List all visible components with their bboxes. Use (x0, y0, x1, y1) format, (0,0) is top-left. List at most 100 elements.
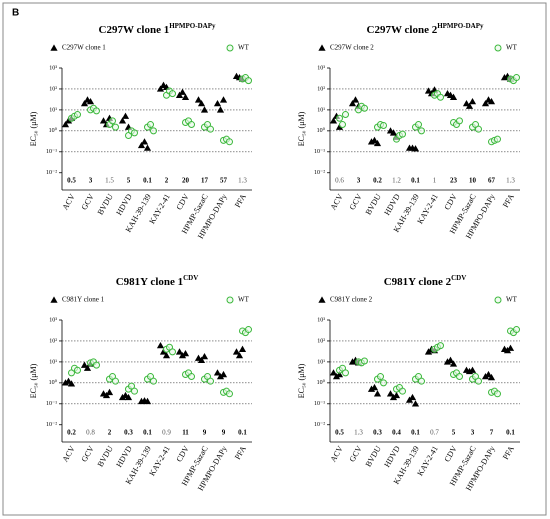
data-point (178, 351, 187, 359)
y-tick-label: 10⁻¹ (46, 149, 57, 155)
legend-label: C297W clone 2 (330, 44, 374, 52)
data-point (213, 99, 222, 107)
data-point (181, 93, 190, 100)
data-point (207, 377, 214, 385)
data-point (494, 135, 501, 143)
data-point (418, 377, 425, 385)
data-point (494, 390, 501, 398)
data-point (147, 121, 154, 129)
fold-label: 3 (89, 177, 93, 185)
fold-label: 0.2 (67, 429, 76, 437)
title-superscript: HPMPO-DAPy (437, 22, 484, 30)
data-point (143, 144, 152, 151)
data-point (386, 390, 395, 397)
data-point (194, 96, 203, 103)
data-point (342, 111, 349, 119)
data-point (377, 373, 384, 381)
fold-label: 0.1 (411, 177, 420, 185)
data-point (418, 127, 425, 135)
legend-marker (226, 296, 234, 304)
fold-label: 23 (450, 177, 458, 185)
y-tick-label: 10³ (49, 65, 57, 71)
data-point (188, 121, 195, 129)
fold-label: 1.5 (105, 177, 114, 185)
data-point (245, 326, 252, 334)
fold-label: 2 (165, 177, 169, 185)
y-axis-label: EC₅₀ (μM) (29, 363, 38, 398)
x-tick-label: PFA (501, 192, 516, 209)
data-point (137, 141, 146, 149)
fold-label: 3 (471, 429, 475, 437)
y-tick-label: 10² (317, 338, 325, 344)
data-point (118, 393, 127, 401)
data-point (150, 127, 157, 135)
data-point (216, 106, 225, 113)
chart-title: C297W clone 1HPMPO-DAPy (99, 22, 216, 36)
y-tick-label: 10⁰ (317, 127, 326, 134)
legend-label: WT (506, 44, 518, 52)
data-point (216, 372, 225, 380)
legend-marker (318, 296, 326, 303)
data-point (188, 373, 195, 381)
fold-label: 9 (222, 429, 226, 437)
data-point (361, 104, 368, 112)
data-point (226, 138, 233, 146)
data-point (411, 400, 420, 407)
data-point (332, 372, 341, 380)
x-tick-label: GCV (80, 192, 96, 211)
fold-label: 0.1 (238, 429, 247, 437)
fold-label: 1.3 (354, 429, 363, 437)
data-point (348, 358, 357, 365)
legend-label: WT (238, 44, 250, 52)
data-point (411, 145, 420, 152)
x-tick-label: HDVD (382, 192, 401, 217)
data-point (83, 364, 92, 371)
fold-label: 5 (127, 177, 131, 185)
fold-label: 0.7 (430, 429, 439, 437)
data-point (380, 121, 387, 129)
y-tick-label: 10³ (317, 65, 325, 71)
fold-label: 0.4 (392, 429, 401, 437)
data-point (219, 370, 228, 378)
data-point (370, 136, 379, 144)
data-point (232, 348, 241, 355)
y-tick-label: 10⁰ (317, 379, 326, 386)
fold-label: 0.9 (162, 429, 171, 437)
legend-marker (50, 44, 58, 51)
data-point (329, 117, 338, 124)
legend-label: WT (238, 296, 250, 304)
data-point (235, 351, 244, 359)
x-tick-label: BVDU (364, 192, 383, 216)
x-tick-label: CDV (443, 192, 459, 211)
data-point (197, 356, 206, 363)
data-point (446, 356, 455, 363)
fold-label: 5 (452, 429, 456, 437)
x-tick-label: PFA (501, 444, 516, 461)
data-point (67, 380, 76, 387)
x-tick-label: GCV (348, 192, 364, 211)
data-point (131, 129, 138, 137)
y-tick-label: 10¹ (49, 107, 57, 113)
y-tick-label: 10³ (49, 317, 57, 323)
data-point (169, 348, 176, 356)
data-point (449, 93, 458, 100)
data-point (197, 99, 206, 107)
data-point (392, 391, 401, 399)
data-point (213, 369, 222, 376)
legend-label: C981Y clone 2 (330, 296, 373, 304)
x-tick-label: HDVD (382, 444, 401, 469)
data-point (61, 379, 70, 386)
y-tick-label: 10³ (317, 317, 325, 323)
legend-label: WT (506, 296, 518, 304)
data-point (399, 130, 406, 138)
x-tick-label: HDVD (114, 192, 133, 217)
title-superscript: CDV (451, 274, 466, 282)
data-point (80, 361, 89, 368)
data-point (74, 111, 81, 119)
fold-label: 0.3 (124, 429, 133, 437)
y-tick-label: 10⁻² (314, 422, 325, 428)
data-point (399, 387, 406, 395)
x-tick-label: ACV (329, 192, 345, 211)
x-tick-label: CDV (175, 444, 191, 463)
legend-marker (318, 44, 326, 51)
